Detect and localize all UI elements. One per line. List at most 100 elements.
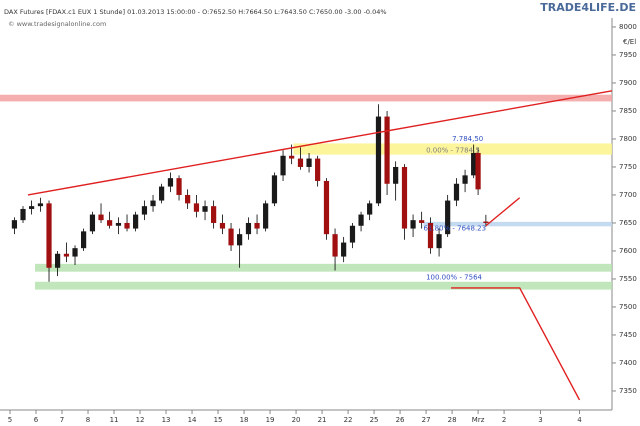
candle-body [436,234,442,249]
candle-body [159,186,165,201]
x-tick-label: 12 [136,416,145,424]
candle-body [297,158,304,167]
x-tick-label: 27 [422,416,431,424]
candle-body [63,253,70,257]
candle-body [271,175,278,204]
x-tick-label: 3 [538,416,542,424]
y-tick-label: 7850 [619,107,637,115]
trend-line [27,90,613,196]
candle-body [89,214,96,232]
x-tick-label: 25 [370,416,379,424]
x-tick-label: 6 [34,416,39,424]
candle-body [401,166,408,229]
x-tick-label: 4 [577,416,582,424]
y-axis-label: €/El [623,38,636,46]
candle-body [237,234,243,246]
y-tick-label: 7900 [619,79,637,87]
candle-body [384,116,390,184]
x-tick-label: 22 [344,416,353,424]
candle-body [462,175,468,184]
annotation: 100.00% - 7564 [426,273,482,281]
x-tick-label: Mrz [472,416,485,424]
candle-body [280,155,286,176]
candle-body [150,200,156,207]
candle-body [349,225,356,243]
annotation: 61.80% - 7648.23 [423,225,486,233]
candle-body [254,222,260,229]
candle-body [445,200,451,235]
candle-body [219,222,226,229]
y-tick-label: 7700 [619,191,637,199]
candle-body [315,158,321,181]
candle-body [115,222,122,226]
x-tick-label: 26 [396,416,405,424]
candle-body [185,194,191,204]
candle-body [46,203,52,268]
x-tick-label: 13 [162,416,171,424]
zone [34,263,612,272]
candle-body [453,183,460,201]
logo: TRADE4LIFE.DE [540,1,636,14]
candle-body [98,214,104,221]
annotation: 0.00% - 7784.5 [426,147,480,155]
candle-body [202,206,208,212]
x-tick-label: 21 [318,416,327,424]
x-tick-label: 28 [448,416,457,424]
candle-body [54,253,61,268]
candle-body [483,221,489,223]
y-tick-label: 7500 [619,303,637,311]
y-tick-label: 7800 [619,135,637,143]
x-tick-label: 18 [240,416,249,424]
candle-body [332,234,338,257]
y-tick-label: 7650 [619,219,637,227]
candle-body [419,220,425,223]
x-tick-label: 2 [502,416,506,424]
candle-body [341,242,347,257]
y-tick-label: 7400 [619,359,637,367]
y-tick-label: 7350 [619,387,637,395]
y-tick-label: 8000 [619,23,637,31]
candle-body [193,203,200,212]
watermark: © www.tradesignalonline.com [8,20,106,28]
x-tick-label: 15 [214,416,223,424]
candle-body [228,228,234,246]
candle-body [133,214,139,229]
y-tick-label: 7550 [619,275,637,283]
candle-body [358,214,364,226]
x-tick-label: 7 [60,416,64,424]
candle-body [375,116,382,204]
candle-body [20,208,26,221]
candle-body [289,155,295,159]
x-tick-label: 20 [292,416,301,424]
candle-body [28,206,35,209]
candle-body [410,220,416,229]
candle-body [323,180,330,235]
candle-body [393,166,399,184]
candle-body [306,158,312,167]
header: DAX Futures [FDAX.c1 EUX 1 Stunde] 01.03… [4,8,387,16]
candle-body [471,152,477,176]
candle-body [263,203,269,229]
zone [0,94,612,102]
y-tick-label: 7600 [619,247,637,255]
zone [423,221,612,227]
candle-body [37,203,44,207]
candle-body [367,203,373,215]
y-tick-label: 7750 [619,163,637,171]
candle-body [167,178,174,187]
candle-body [124,222,130,229]
y-tick-label: 7950 [619,51,637,59]
x-tick-label: 11 [110,416,119,424]
candle-body [245,222,252,235]
x-tick-label: 19 [266,416,275,424]
candle-body [176,178,182,195]
trend-line [485,197,521,227]
candle-body [11,220,18,229]
x-tick-label: 14 [188,416,197,424]
trend-line [451,287,581,401]
x-tick-label: 8 [86,416,90,424]
candle-body [475,152,481,190]
